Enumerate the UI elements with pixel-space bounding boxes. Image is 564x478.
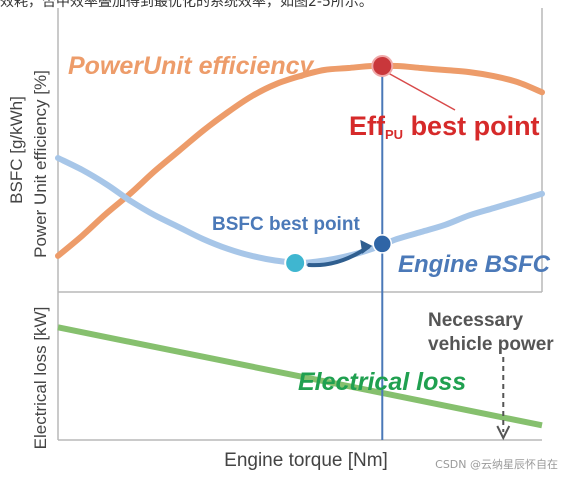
electrical-loss-line [57,324,543,429]
watermark: CSDN @云纳星辰怀自在 [435,458,558,471]
x-axis-title: Engine torque [Nm] [224,450,388,471]
powerunit-efficiency-label: PowerUnit efficiency [68,52,315,80]
caption-fragment: 效耗，否中效率叠加得到最优化的系统效率，如图2-5所示。 [0,0,373,10]
chart-labels: PowerUnit efficiency Engine BSFC BSFC best… [7,52,554,471]
bsfc-shift-arrow-head [360,239,373,254]
eff-label-main: Eff [349,111,386,141]
necessary-power-label-line2: vehicle power [428,334,554,355]
eff-leader-line [385,71,456,111]
necessary-power-label-line1: Necessary [428,310,524,331]
y-axis-title-bsfc: BSFC [g/kWh] [7,96,26,204]
engine-bsfc-label: Engine BSFC [398,251,551,278]
chart-marks [284,55,511,441]
powerunit-efficiency-line [55,62,545,259]
y-axis-title-efficiency: Power Unit efficiency [%] [31,70,50,258]
electrical-loss-label: Electrical loss [298,368,466,396]
eff-best-point [371,55,394,77]
bsfc-best-point-label: BSFC best point [212,214,360,235]
chart-frame [57,8,543,441]
necessary-power-arrow-head [496,425,511,441]
engine-bsfc-line [55,155,545,266]
eff-label-subscript: PU [385,127,403,142]
eff-label-tail: best point [403,111,540,141]
y-axis-title-electrical-loss: Electrical loss [kW] [31,307,50,450]
bsfc-best-point [284,252,307,274]
eff-best-point-label: EffPU best point [349,111,540,142]
engine-operating-point [372,234,393,254]
